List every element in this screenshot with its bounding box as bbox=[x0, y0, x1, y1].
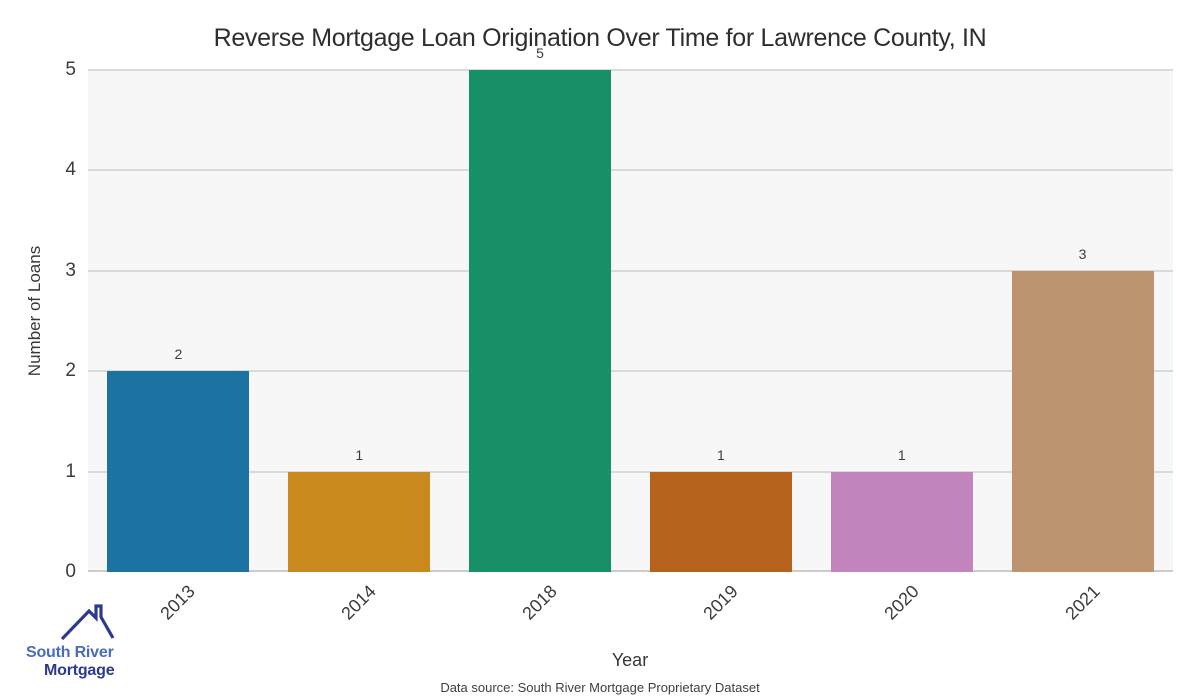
logo-text-line1: South River bbox=[26, 644, 114, 661]
south-river-mortgage-logo: South River Mortgage bbox=[0, 596, 160, 696]
y-tick-label-3: 3 bbox=[65, 259, 76, 281]
bar-2021 bbox=[1011, 270, 1154, 572]
plot-area: 2 1 5 1 1 3 bbox=[88, 45, 1173, 572]
data-source-note: Data source: South River Mortgage Propri… bbox=[440, 680, 760, 695]
chart-title: Reverse Mortgage Loan Origination Over T… bbox=[213, 24, 987, 52]
gridline-y-4 bbox=[88, 169, 1173, 172]
gridline-y-3 bbox=[88, 269, 1173, 272]
logo-text-line2: Mortgage bbox=[44, 662, 115, 679]
x-tick-label-2021: 2021 bbox=[1060, 581, 1104, 624]
x-tick-label-2013: 2013 bbox=[156, 581, 200, 624]
bar-2020 bbox=[830, 471, 973, 572]
bar-value-label-2018: 5 bbox=[536, 45, 544, 61]
bar-2013 bbox=[107, 371, 250, 572]
gridline-y-2 bbox=[88, 370, 1173, 373]
bar-value-label-2019: 1 bbox=[717, 446, 725, 463]
bar-2014 bbox=[288, 471, 431, 572]
y-tick-label-1: 1 bbox=[65, 460, 76, 482]
bar-value-label-2020: 1 bbox=[897, 446, 906, 463]
gridline-y-5 bbox=[88, 69, 1173, 71]
bar-2018 bbox=[469, 70, 612, 572]
y-tick-label-4: 4 bbox=[65, 159, 76, 181]
y-tick-label-5: 5 bbox=[65, 59, 76, 80]
x-tick-label-2014: 2014 bbox=[337, 581, 380, 624]
x-tick-label-2019: 2019 bbox=[699, 581, 742, 624]
x-tick-label-2018: 2018 bbox=[518, 581, 561, 624]
bar-value-label-2014: 1 bbox=[355, 446, 364, 463]
y-tick-label-2: 2 bbox=[65, 360, 76, 382]
x-axis-label: Year bbox=[611, 650, 649, 670]
bar-2019 bbox=[649, 471, 792, 572]
gridline-y-1 bbox=[88, 470, 1173, 473]
bar-value-label-2021: 3 bbox=[1078, 245, 1087, 262]
x-tick-label-2020: 2020 bbox=[880, 581, 923, 624]
y-tick-label-0: 0 bbox=[65, 561, 76, 582]
bar-value-label-2013: 2 bbox=[174, 346, 183, 363]
gridline-y-0 bbox=[88, 570, 1173, 572]
